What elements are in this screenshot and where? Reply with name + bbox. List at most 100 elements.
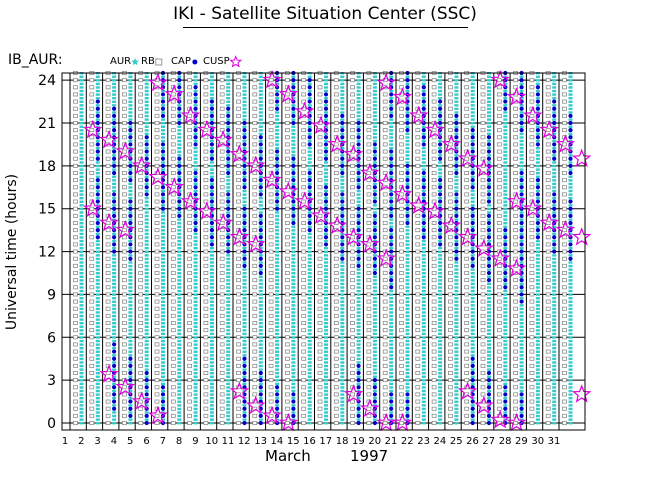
- aur-point: [226, 239, 231, 243]
- rb-cap-point: [480, 356, 486, 361]
- cusp-point: [95, 113, 100, 118]
- event-star: [148, 405, 168, 425]
- aur-point: [405, 322, 410, 325]
- aur-point: [568, 375, 573, 378]
- aur-point: [193, 257, 198, 261]
- aur-point: [438, 300, 443, 303]
- aur-point: [389, 311, 394, 314]
- aur-point: [340, 404, 345, 407]
- aur-point: [372, 350, 377, 353]
- x-tick-label: 9: [192, 436, 198, 447]
- rb-cap-point: [399, 242, 404, 247]
- rb-cap-point: [415, 378, 421, 383]
- aur-point: [568, 193, 573, 196]
- cusp-point: [486, 420, 492, 426]
- aur-point: [340, 418, 345, 421]
- aur-point: [258, 197, 263, 200]
- aur-point: [552, 279, 557, 282]
- aur-point: [568, 86, 573, 89]
- aur-point: [324, 386, 328, 389]
- rb-cap-point: [399, 399, 404, 404]
- rb-cap-point: [529, 135, 535, 140]
- rb-cap-point: [252, 206, 258, 211]
- rb-cap-point: [170, 99, 176, 104]
- aur-point: [242, 232, 247, 236]
- cusp-point: [128, 356, 133, 361]
- aur-point: [177, 147, 182, 150]
- aur-point: [144, 229, 149, 232]
- aur-point: [242, 329, 247, 332]
- aur-point: [79, 361, 84, 364]
- cusp-point: [389, 399, 394, 404]
- aur-point: [177, 361, 182, 364]
- rb-cap-point: [154, 163, 160, 168]
- aur-point: [421, 297, 426, 300]
- aur-point: [209, 132, 214, 136]
- rb-cap-point: [268, 271, 274, 275]
- rb-cap-point: [562, 156, 567, 161]
- aur-point: [324, 400, 328, 403]
- rb-cap-point: [333, 292, 339, 297]
- aur-point: [454, 293, 459, 296]
- rb-cap-point: [415, 92, 421, 97]
- rb-cap-point: [203, 399, 209, 404]
- rb-cap-point: [219, 263, 225, 268]
- aur-point: [438, 307, 443, 311]
- rb-cap-point: [562, 356, 567, 361]
- aur-point: [112, 304, 117, 307]
- cusp-point: [519, 278, 524, 283]
- aur-point: [161, 257, 165, 261]
- aur-point: [112, 168, 117, 171]
- aur-point: [79, 357, 84, 361]
- cusp-point: [275, 156, 280, 161]
- aur-point: [552, 254, 557, 257]
- aur-point: [454, 311, 459, 314]
- event-star: [278, 84, 299, 103]
- aur-point: [95, 336, 100, 339]
- aur-point: [356, 75, 361, 78]
- rb-cap-point: [122, 356, 127, 361]
- aur-point: [421, 150, 426, 153]
- aur-point: [226, 168, 231, 171]
- aur-point: [552, 264, 557, 268]
- aur-point: [356, 261, 361, 264]
- rb-cap-point: [154, 135, 160, 140]
- aur-point: [454, 307, 459, 311]
- rb-cap-point: [399, 256, 404, 261]
- cusp-point: [323, 228, 329, 233]
- aur-point: [324, 125, 328, 128]
- aur-point: [552, 375, 557, 378]
- aur-point: [242, 89, 247, 93]
- aur-point: [209, 257, 214, 261]
- aur-point: [161, 339, 165, 343]
- rb-cap-point: [513, 128, 518, 133]
- cusp-point: [160, 106, 166, 111]
- rb-cap-point: [496, 78, 502, 83]
- rb-cap-point: [496, 121, 502, 125]
- cusp-point: [519, 185, 524, 190]
- aur-point: [552, 161, 557, 164]
- aur-point: [112, 382, 117, 386]
- rb-cap-point: [382, 313, 388, 318]
- cusp-point: [258, 149, 263, 154]
- aur-point: [112, 82, 117, 86]
- rb-cap-point: [301, 163, 307, 168]
- rb-cap-point: [285, 206, 290, 211]
- rb-cap-point: [464, 421, 470, 425]
- rb-cap-point: [89, 185, 95, 190]
- aur-point: [535, 211, 540, 214]
- aur-point: [421, 411, 426, 414]
- event-star: [474, 158, 494, 177]
- aur-point: [454, 86, 459, 89]
- aur-point: [209, 329, 214, 332]
- aur-point: [177, 304, 182, 307]
- rb-cap-point: [448, 256, 453, 261]
- x-axis-year: 1997: [350, 447, 388, 465]
- aur-point: [405, 243, 410, 246]
- rb-cap-point: [170, 285, 176, 290]
- cusp-point: [405, 399, 410, 404]
- aur-point: [405, 261, 410, 264]
- rb-cap-point: [333, 313, 339, 318]
- rb-cap-point: [317, 399, 323, 404]
- rb-cap-point: [268, 221, 274, 225]
